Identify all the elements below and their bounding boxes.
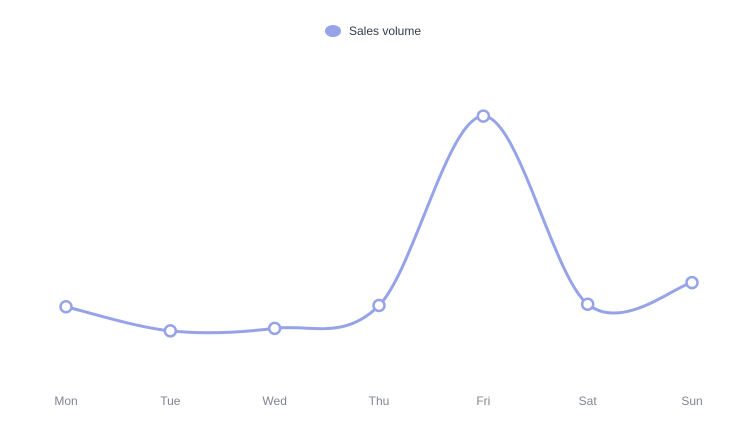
x-tick-label-sun: Sun <box>681 394 702 408</box>
data-point-tue[interactable] <box>163 324 178 338</box>
x-tick-label-sat: Sat <box>579 394 598 408</box>
data-point-wed[interactable] <box>267 321 282 336</box>
legend: Sales volume <box>0 24 746 38</box>
x-tick-label-wed: Wed <box>262 394 286 408</box>
x-tick-label-thu: Thu <box>369 394 390 408</box>
x-tick-label-mon: Mon <box>54 394 77 408</box>
data-point-sat[interactable] <box>580 297 595 311</box>
x-tick-label-fri: Fri <box>476 394 490 408</box>
points-layer <box>59 109 699 338</box>
x-tick-label-tue: Tue <box>160 394 181 408</box>
legend-label-sales-volume: Sales volume <box>348 24 422 38</box>
data-point-thu[interactable] <box>372 298 386 313</box>
data-point-mon[interactable] <box>59 299 73 314</box>
data-point-fri[interactable] <box>476 109 491 123</box>
x-axis: Mon Tue Wed Thu Fri Sat Sun <box>54 394 702 408</box>
data-point-sun[interactable] <box>685 275 699 290</box>
legend-swatch-sales-volume <box>324 25 341 37</box>
